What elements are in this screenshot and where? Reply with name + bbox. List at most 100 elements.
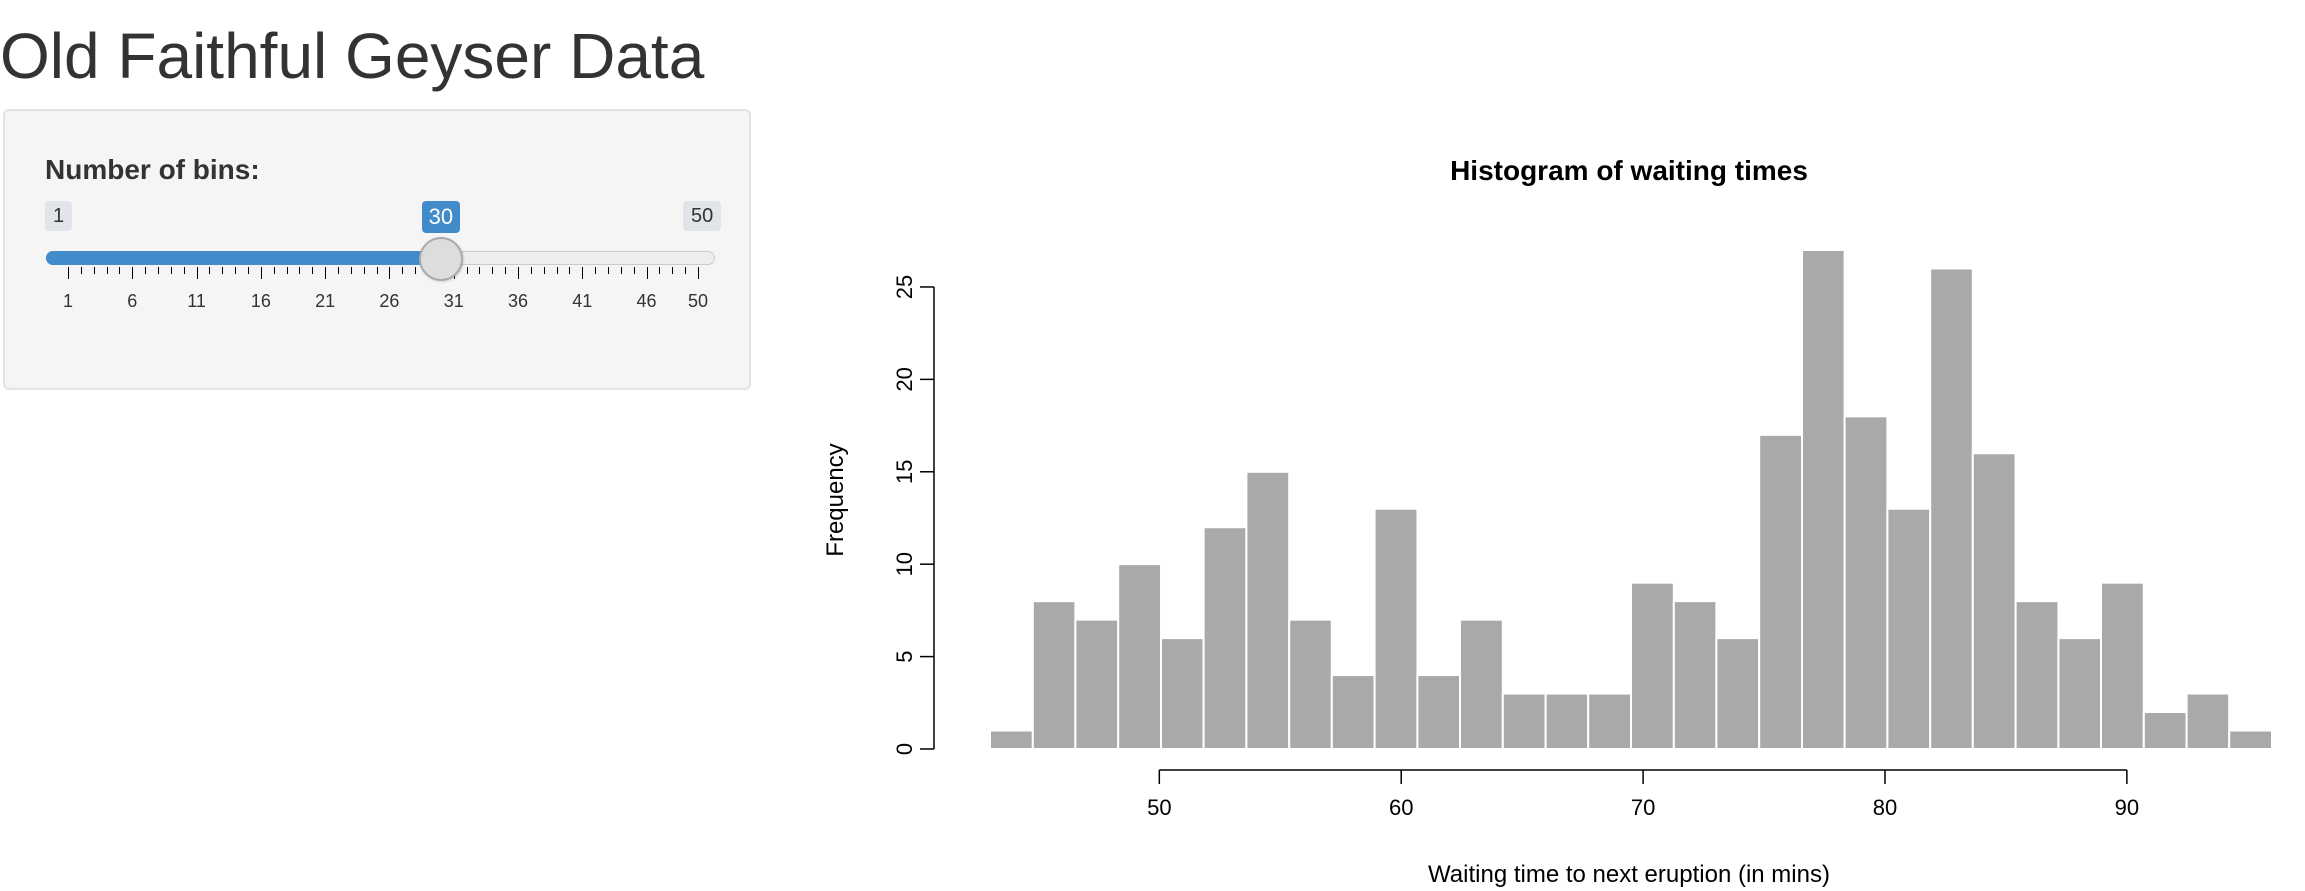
slider-tick-label: 41 [572,291,593,311]
histogram-bar [989,729,1034,750]
slider-minor-tick [608,267,609,274]
histogram-bar [1245,470,1291,750]
y-axis-tick-label: 0 [892,743,917,755]
bins-label: Number of bins: [45,154,260,185]
y-axis-tick-label: 15 [892,460,917,484]
slider-minor-tick [273,267,275,274]
slider-tick-label: 1 [62,291,73,311]
slider-minor-tick [620,267,622,274]
slider-max-label: 50 [683,201,722,231]
slider-minor-tick [158,267,159,274]
slider-minor-tick [338,267,339,274]
y-axis-tick-label: 5 [892,650,917,662]
x-axis-tick-label: 50 [1147,795,1171,820]
slider-tick-label: 6 [127,291,138,311]
slider-minor-tick [222,267,224,274]
slider-minor-tick [248,267,249,274]
histogram-bar [2014,600,2060,750]
chart-y-label: Frequency [822,443,849,556]
histogram-bar [2228,729,2273,750]
histogram-bar [1843,415,1889,750]
histogram-bar [2099,581,2145,751]
histogram-bar [1074,618,1120,751]
slider-minor-tick [299,267,301,274]
y-axis: 0 5 10 15 20 25 [892,275,935,755]
chart-title: Histogram of waiting times [1450,155,1808,186]
slider-minor-tick [479,267,481,274]
slider-minor-tick [286,267,288,274]
y-axis-tick-label: 20 [892,367,917,391]
slider-tick-label: 46 [636,291,657,311]
slider-minor-tick [376,267,378,274]
x-axis: 50 60 70 80 90 [1147,769,2139,820]
slider-minor-tick [209,267,211,274]
slider-minor-tick [183,267,185,274]
bars-group [989,249,2273,751]
x-axis-tick-label: 60 [1389,795,1413,820]
slider-minor-tick [145,267,147,274]
histogram-bar [2057,637,2102,750]
page-title: Old Faithful Geyser Data [0,20,705,92]
slider-fill [46,251,441,265]
chart-x-label: Waiting time to next eruption (in mins) [1428,861,1830,888]
slider-major-tick [325,267,327,279]
x-axis-tick-label: 90 [2115,795,2139,820]
histogram-bar [2185,692,2231,750]
slider-major-tick [260,267,262,279]
slider-major-tick [68,267,69,279]
slider-tick-label: 21 [315,291,336,311]
slider-major-tick [196,267,198,279]
histogram-bar [1630,581,1675,751]
slider-handle[interactable] [418,237,463,281]
slider-minor-tick [569,267,571,274]
slider-minor-tick [685,267,687,274]
slider-minor-tick [350,267,352,274]
slider-minor-tick [543,267,545,274]
histogram-bar [1544,692,1590,750]
histogram-bar [1587,692,1632,750]
slider-major-tick [389,267,391,279]
bins-slider[interactable]: 1 50 30 1 6 11 16 21 26 31 36 41 46 50 [5,111,753,392]
y-axis-tick-label: 10 [892,552,917,576]
slider-major-tick [582,267,584,279]
slider-minor-tick [363,267,365,274]
slider-minor-tick [93,267,95,274]
histogram-bar [1373,507,1419,751]
histogram-bar [1501,692,1547,750]
slider-tick-label: 50 [687,291,709,311]
slider-major-tick [132,267,134,279]
slider-minor-tick [312,267,314,274]
histogram-bar [1288,618,1333,751]
slider-minor-tick [235,267,237,274]
slider-minor-tick [672,267,674,274]
slider-tick-label: 31 [443,291,464,311]
slider-tick-label: 26 [379,291,400,311]
slider-minor-tick [659,267,661,274]
x-axis-tick-label: 70 [1631,795,1655,820]
slider-minor-tick [556,267,558,274]
slider-minor-tick [505,267,507,274]
y-axis-tick-label: 25 [892,275,917,299]
histogram-bar [1758,433,1804,750]
slider-minor-tick [80,267,82,274]
slider-minor-tick [106,267,108,274]
slider-major-tick [698,267,699,279]
histogram-bar [1160,637,1205,750]
histogram-bar [1886,507,1932,751]
histogram-bar [1117,563,1163,750]
slider-minor-tick [402,267,404,274]
slider-tick-label: 36 [507,291,529,311]
histogram-bar [1715,637,1761,750]
slider-major-tick [646,267,648,279]
slider-minor-tick [170,267,172,274]
slider-min-label: 1 [45,201,73,231]
histogram-bar [1971,452,2017,750]
slider-minor-tick [633,267,635,274]
slider-minor-tick [492,267,494,274]
slider-minor-tick [530,267,532,274]
histogram-bar [1330,674,1376,751]
sidebar-panel: Number of bins: 1 50 30 1 6 11 16 21 26 31 36 41… [3,109,751,390]
histogram-bar [1672,600,1718,750]
